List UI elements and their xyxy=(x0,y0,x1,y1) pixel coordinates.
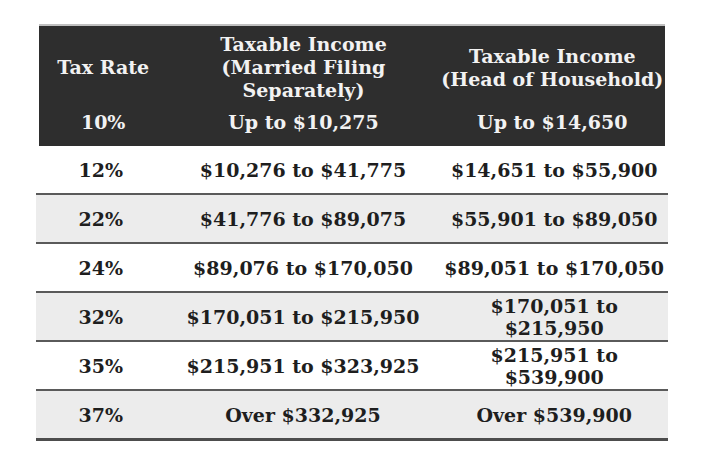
mfs-income-cell: $215,951 to $323,925 xyxy=(166,355,441,377)
page: Tax Rate Taxable Income (Married Filing … xyxy=(0,0,720,472)
hoh-income-cell: $14,651 to $55,900 xyxy=(440,159,668,181)
column-header-mfs-subtitle: (Married Filing Separately) xyxy=(167,56,439,102)
tax-rate-cell: 32% xyxy=(36,306,166,328)
table-row-32pct: 32% $170,051 to $215,950 $170,051 to $21… xyxy=(36,291,668,340)
column-header-hoh: Taxable Income (Head of Household) xyxy=(440,45,665,91)
tax-rate-cell: 10% xyxy=(39,111,167,133)
table-row-10pct: 10% Up to $10,275 Up to $14,650 xyxy=(39,102,665,146)
tax-rate-cell: 24% xyxy=(36,257,166,279)
column-header-hoh-title: Taxable Income xyxy=(440,45,665,68)
tax-rate-cell: 35% xyxy=(36,355,166,377)
mfs-income-cell: $10,276 to $41,775 xyxy=(166,159,441,181)
hoh-income-cell: $89,051 to $170,050 xyxy=(440,257,668,279)
hoh-income-cell: Up to $14,650 xyxy=(440,111,665,133)
mfs-income-cell: Over $332,925 xyxy=(166,404,441,426)
tax-bracket-table: Tax Rate Taxable Income (Married Filing … xyxy=(36,24,668,441)
mfs-income-cell: Up to $10,275 xyxy=(167,111,439,133)
table-row-35pct: 35% $215,951 to $323,925 $215,951 to $53… xyxy=(36,340,668,389)
table-row-12pct: 12% $10,276 to $41,775 $14,651 to $55,90… xyxy=(36,146,668,193)
hoh-income-cell: $55,901 to $89,050 xyxy=(440,208,668,230)
table-row-37pct: 37% Over $332,925 Over $539,900 xyxy=(36,389,668,438)
mfs-income-cell: $41,776 to $89,075 xyxy=(166,208,441,230)
tax-rate-cell: 22% xyxy=(36,208,166,230)
mfs-income-cell: $170,051 to $215,950 xyxy=(166,306,441,328)
column-header-row: Tax Rate Taxable Income (Married Filing … xyxy=(39,26,665,102)
column-header-tax-rate-label: Tax Rate xyxy=(39,56,167,79)
table-header-block: Tax Rate Taxable Income (Married Filing … xyxy=(39,24,665,146)
hoh-income-cell: Over $539,900 xyxy=(440,404,668,426)
table-row-24pct: 24% $89,076 to $170,050 $89,051 to $170,… xyxy=(36,242,668,291)
hoh-income-cell: $215,951 to $539,900 xyxy=(440,344,668,388)
mfs-income-cell: $89,076 to $170,050 xyxy=(166,257,441,279)
tax-rate-cell: 12% xyxy=(36,159,166,181)
hoh-income-cell: $170,051 to $215,950 xyxy=(440,295,668,339)
column-header-tax-rate: Tax Rate xyxy=(39,56,167,79)
column-header-mfs-title: Taxable Income xyxy=(167,33,439,56)
tax-rate-cell: 37% xyxy=(36,404,166,426)
column-header-mfs: Taxable Income (Married Filing Separatel… xyxy=(167,33,439,102)
table-row-22pct: 22% $41,776 to $89,075 $55,901 to $89,05… xyxy=(36,193,668,242)
table-bottom-border xyxy=(36,438,668,441)
column-header-hoh-subtitle: (Head of Household) xyxy=(440,68,665,91)
